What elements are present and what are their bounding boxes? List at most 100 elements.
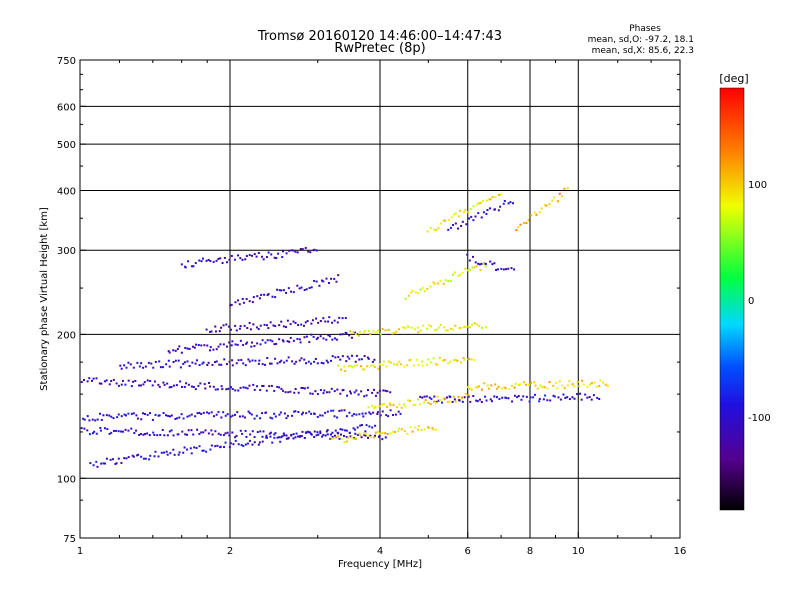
echo-point xyxy=(112,378,115,381)
echo-point xyxy=(328,316,331,319)
echo-point xyxy=(457,395,460,398)
echo-point xyxy=(336,416,339,419)
echo-point xyxy=(280,387,283,390)
echo-point xyxy=(223,358,226,361)
echo-point xyxy=(480,400,483,403)
echo-point xyxy=(517,395,520,398)
echo-point xyxy=(426,327,429,330)
echo-point xyxy=(250,341,253,344)
echo-point xyxy=(225,323,228,326)
echo-point xyxy=(301,386,304,389)
echo-point xyxy=(500,193,503,196)
echo-point xyxy=(296,284,299,287)
echo-point xyxy=(421,360,424,363)
echo-point xyxy=(306,386,309,389)
echo-point xyxy=(301,430,304,433)
echo-point xyxy=(512,202,515,205)
echo-point xyxy=(269,431,272,434)
echo-point xyxy=(248,300,251,303)
echo-point xyxy=(438,326,441,329)
echo-point xyxy=(463,396,466,399)
echo-point xyxy=(525,383,528,386)
stats-x-line: mean, sd,X: 85.6, 22.3 xyxy=(592,46,694,56)
echo-point xyxy=(195,359,198,362)
echo-point xyxy=(451,400,454,403)
echo-point xyxy=(389,403,392,406)
echo-point xyxy=(553,395,556,398)
echo-point xyxy=(423,395,426,398)
echo-point xyxy=(400,428,403,431)
stats-o-line: mean, sd,O: -97.2, 18.1 xyxy=(588,35,694,45)
echo-point xyxy=(552,394,555,397)
echo-point xyxy=(485,199,488,202)
echo-point xyxy=(127,456,130,459)
echo-point xyxy=(468,259,471,262)
echo-point xyxy=(127,412,130,415)
echo-point xyxy=(261,385,264,388)
echo-point xyxy=(388,328,391,331)
echo-point xyxy=(230,344,233,347)
echo-point xyxy=(501,396,504,399)
echo-point xyxy=(298,287,301,290)
echo-point xyxy=(373,436,376,439)
echo-point xyxy=(368,425,371,428)
echo-point xyxy=(240,358,243,361)
echo-point xyxy=(407,325,410,328)
echo-point xyxy=(335,280,338,283)
echo-point xyxy=(330,387,333,390)
echo-point xyxy=(329,437,332,440)
echo-point xyxy=(335,338,338,341)
echo-point xyxy=(194,415,197,418)
echo-point xyxy=(376,391,379,394)
echo-point xyxy=(159,433,162,436)
echo-point xyxy=(557,396,560,399)
echo-point xyxy=(379,414,382,417)
echo-point xyxy=(198,364,201,367)
echo-point xyxy=(482,262,485,265)
echo-point xyxy=(209,346,212,349)
echo-point xyxy=(347,365,350,368)
echo-point xyxy=(471,255,474,258)
echo-point xyxy=(240,444,243,447)
echo-point xyxy=(120,367,123,370)
echo-point xyxy=(395,330,398,333)
echo-point xyxy=(436,282,439,285)
echo-point xyxy=(242,444,245,447)
echo-point xyxy=(452,223,455,226)
echo-point xyxy=(254,359,257,362)
echo-point xyxy=(262,430,265,433)
echo-point xyxy=(339,392,342,395)
echo-point xyxy=(354,428,357,431)
echo-point xyxy=(406,325,409,328)
echo-point xyxy=(333,319,336,322)
echo-point xyxy=(274,325,277,328)
echo-point xyxy=(274,432,277,435)
echo-point xyxy=(434,362,437,365)
echo-point xyxy=(449,226,452,229)
echo-point xyxy=(502,268,505,271)
echo-point xyxy=(436,363,439,366)
echo-point xyxy=(478,325,481,328)
echo-point xyxy=(426,287,429,290)
echo-point xyxy=(485,326,488,329)
echo-point xyxy=(419,329,422,332)
echo-point xyxy=(381,410,384,413)
echo-point xyxy=(527,219,530,222)
echo-point xyxy=(261,412,264,415)
echo-point xyxy=(364,434,367,437)
echo-point xyxy=(276,436,279,439)
echo-point xyxy=(291,414,294,417)
echo-point xyxy=(290,434,293,437)
echo-point xyxy=(344,369,347,372)
echo-point xyxy=(485,399,488,402)
echo-point xyxy=(236,343,239,346)
echo-point xyxy=(374,394,377,397)
echo-point xyxy=(287,287,290,290)
echo-point xyxy=(222,434,225,437)
echo-point xyxy=(310,322,313,325)
echo-point xyxy=(360,436,363,439)
echo-point xyxy=(286,340,289,343)
echo-point xyxy=(217,257,220,260)
echo-point xyxy=(267,251,270,254)
echo-point xyxy=(170,414,173,417)
